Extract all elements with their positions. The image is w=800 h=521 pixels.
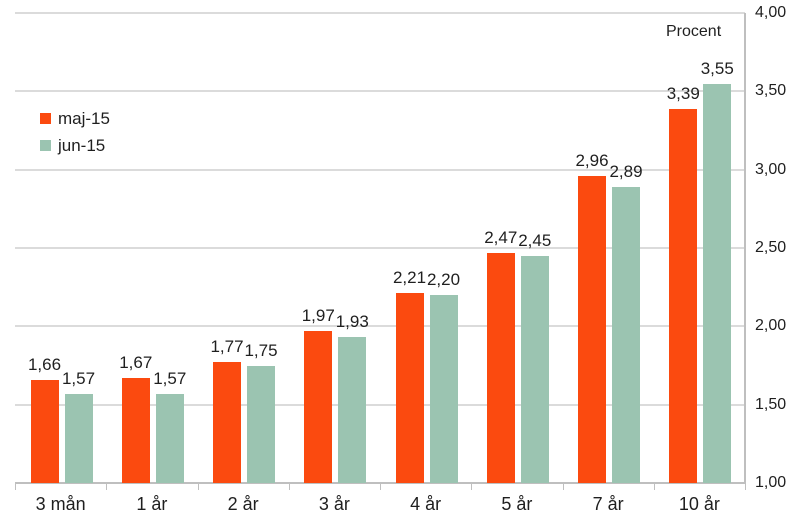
bar-jun-15 xyxy=(155,393,184,483)
value-label: 3,39 xyxy=(666,83,700,103)
legend-label-maj-15: maj-15 xyxy=(58,109,110,128)
value-label: 2,89 xyxy=(609,161,643,181)
value-label: 1,67 xyxy=(119,353,153,373)
gridline xyxy=(15,403,745,406)
y-axis-label: 1,00 xyxy=(755,474,787,491)
y-axis-label: 2,00 xyxy=(755,317,787,335)
value-label: 2,20 xyxy=(426,270,461,289)
bar-maj-15 xyxy=(121,378,150,483)
y-axis-label: 1,50 xyxy=(755,395,787,413)
y-axis-label: 4,00 xyxy=(755,4,787,21)
legend-swatch-jun-15-icon xyxy=(40,140,51,151)
bar-jun-15 xyxy=(520,255,549,483)
gridline xyxy=(15,325,745,328)
bar-jun-15 xyxy=(612,186,640,483)
x-axis-label: 2 år xyxy=(227,494,259,514)
gridline xyxy=(15,90,745,93)
legend: maj-15 jun-15 xyxy=(40,105,110,159)
x-axis-tick xyxy=(653,483,655,490)
bar-maj-15 xyxy=(669,108,698,483)
value-label: 1,57 xyxy=(153,368,187,388)
value-label: 2,21 xyxy=(392,268,427,288)
x-axis-tick xyxy=(106,483,108,490)
bar-jun-15 xyxy=(247,365,275,483)
bar-jun-15 xyxy=(429,295,458,483)
y-axis-label: 3,00 xyxy=(755,160,787,178)
x-axis-tick xyxy=(197,483,199,490)
x-axis-tick xyxy=(562,483,564,490)
gridline xyxy=(15,168,745,171)
value-label: 3,55 xyxy=(700,58,734,78)
value-label: 1,97 xyxy=(301,306,335,326)
legend-item-jun-15: jun-15 xyxy=(40,132,110,159)
x-axis-label: 7 år xyxy=(592,494,624,514)
value-label: 2,45 xyxy=(518,230,552,250)
x-axis-label: 1 år xyxy=(136,494,168,514)
legend-item-maj-15: maj-15 xyxy=(40,105,110,132)
x-axis-label: 3 år xyxy=(318,494,350,514)
bar-maj-15 xyxy=(395,293,424,483)
axis-unit-label: Procent xyxy=(666,23,722,40)
x-axis-tick xyxy=(380,483,381,490)
bar-jun-15 xyxy=(703,83,732,483)
y-axis-label: 3,50 xyxy=(755,82,787,100)
y-axis-line xyxy=(744,13,746,483)
x-axis-tick xyxy=(471,483,473,490)
gridline xyxy=(15,12,745,14)
x-axis-label: 10 år xyxy=(678,494,720,514)
legend-label-jun-15: jun-15 xyxy=(58,136,106,155)
bar-maj-15 xyxy=(304,331,333,483)
bar-maj-15 xyxy=(486,252,515,483)
value-label: 1,66 xyxy=(27,354,62,374)
bar-jun-15 xyxy=(64,393,93,483)
y-axis-label: 2,50 xyxy=(755,239,787,256)
gridline xyxy=(15,247,745,249)
x-axis-tick xyxy=(15,483,16,490)
bar-jun-15 xyxy=(338,337,367,483)
x-axis-label: 3 mån xyxy=(35,494,86,514)
x-axis-label: 4 år xyxy=(410,494,442,514)
value-label: 1,75 xyxy=(244,340,278,360)
bar-maj-15 xyxy=(578,175,606,483)
bar-maj-15 xyxy=(30,379,59,483)
legend-swatch-maj-15-icon xyxy=(40,113,51,124)
x-axis-tick xyxy=(288,483,290,490)
bar-maj-15 xyxy=(213,362,241,483)
value-label: 1,57 xyxy=(61,368,96,388)
value-label: 1,93 xyxy=(335,312,369,332)
value-label: 1,77 xyxy=(210,337,244,357)
x-axis-tick xyxy=(745,483,746,490)
value-label: 2,96 xyxy=(575,150,609,170)
x-axis-label: 5 år xyxy=(501,494,533,514)
value-label: 2,47 xyxy=(484,227,518,247)
